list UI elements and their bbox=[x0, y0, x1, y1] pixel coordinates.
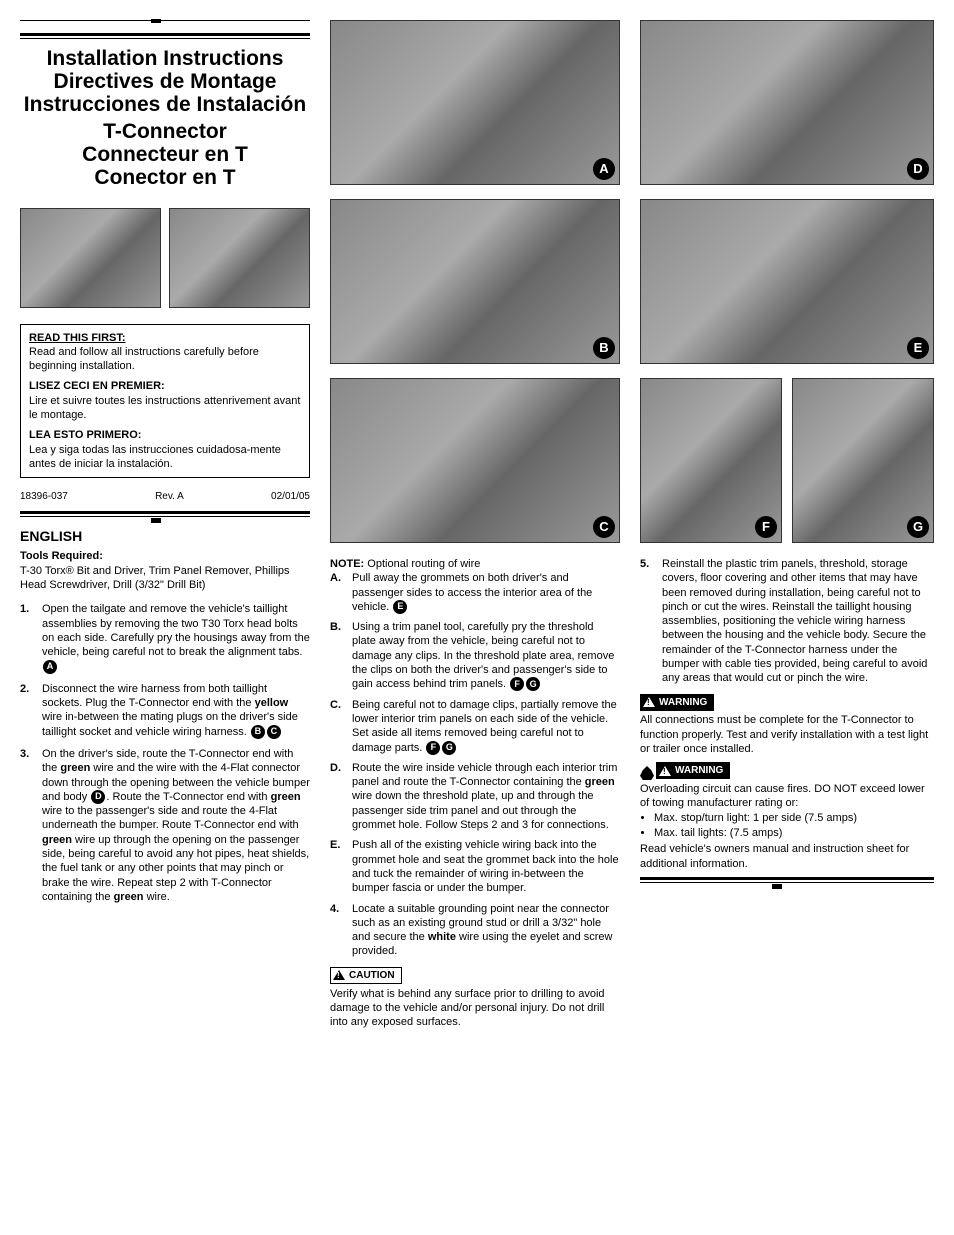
date: 02/01/05 bbox=[271, 490, 310, 503]
photo-f: F bbox=[640, 378, 782, 543]
substep-e: E.Push all of the existing vehicle wirin… bbox=[330, 838, 620, 895]
warning-2-text1: Overloading circuit can cause fires. DO … bbox=[640, 782, 934, 811]
ref-g-icon: G bbox=[526, 677, 540, 691]
steps-1-3: Open the tailgate and remove the vehicle… bbox=[20, 602, 310, 904]
photo-g-label: G bbox=[907, 516, 929, 538]
note-line: NOTE: Optional routing of wire bbox=[330, 557, 620, 571]
revision: Rev. A bbox=[155, 490, 184, 503]
english-heading: ENGLISH bbox=[20, 527, 310, 545]
read-en-heading: READ THIS FIRST: bbox=[29, 332, 126, 344]
tools-required: Tools Required: T-30 Torx® Bit and Drive… bbox=[20, 549, 310, 592]
ref-f2-icon: F bbox=[426, 741, 440, 755]
vehicle-rear-open-photo bbox=[169, 208, 310, 308]
warning-2: WARNING Overloading circuit can cause fi… bbox=[640, 762, 934, 871]
step-1: Open the tailgate and remove the vehicle… bbox=[20, 602, 310, 673]
step-5-item: Reinstall the plastic trim panels, thres… bbox=[640, 557, 934, 686]
warning-2-text2: Read vehicle's owners manual and instruc… bbox=[640, 842, 934, 871]
substep-d: D.Route the wire inside vehicle through … bbox=[330, 761, 620, 832]
step-3: On the driver's side, route the T-Connec… bbox=[20, 747, 310, 904]
warning-1: WARNING All connections must be complete… bbox=[640, 694, 934, 757]
photo-g: G bbox=[792, 378, 934, 543]
top-rule bbox=[20, 20, 310, 21]
vehicle-rear-closed-photo bbox=[20, 208, 161, 308]
meta-row: 18396-037 Rev. A 02/01/05 bbox=[20, 488, 310, 505]
substep-a: A.Pull away the grommets on both driver'… bbox=[330, 571, 620, 614]
tools-label: Tools Required: bbox=[20, 550, 103, 562]
read-fr-text: Lire et suivre toutes les instructions a… bbox=[29, 395, 300, 421]
warning-1-text: All connections must be complete for the… bbox=[640, 713, 934, 756]
caution-box: CAUTION Verify what is behind any surfac… bbox=[330, 967, 620, 1030]
ref-b-icon: B bbox=[251, 725, 265, 739]
photo-d: D bbox=[640, 20, 934, 185]
warning-2-b2: Max. tail lights: (7.5 amps) bbox=[654, 826, 934, 840]
double-rule-bottom bbox=[20, 511, 310, 517]
part-number: 18396-037 bbox=[20, 490, 68, 503]
photo-e: E bbox=[640, 199, 934, 364]
photo-b-label: B bbox=[593, 337, 615, 359]
tools-list: T-30 Torx® Bit and Driver, Trim Panel Re… bbox=[20, 565, 290, 591]
ref-a-icon: A bbox=[43, 660, 57, 674]
ref-g2-icon: G bbox=[442, 741, 456, 755]
photo-a: A bbox=[330, 20, 620, 185]
read-es-text: Lea y siga todas las instrucciones cuida… bbox=[29, 444, 281, 470]
ref-f-icon: F bbox=[510, 677, 524, 691]
caution-banner: CAUTION bbox=[330, 967, 402, 984]
ref-d-icon: D bbox=[91, 790, 105, 804]
warning-2-bullets: Max. stop/turn light: 1 per side (7.5 am… bbox=[640, 811, 934, 841]
substep-b: B.Using a trim panel tool, carefully pry… bbox=[330, 620, 620, 691]
photo-a-label: A bbox=[593, 158, 615, 180]
end-double-rule bbox=[640, 877, 934, 883]
ref-c-icon: C bbox=[267, 725, 281, 739]
step-5: Reinstall the plastic trim panels, thres… bbox=[640, 557, 934, 686]
warning-triangle-icon bbox=[643, 697, 655, 707]
caution-text: Verify what is behind any surface prior … bbox=[330, 987, 620, 1030]
read-first-box: READ THIS FIRST: Read and follow all ins… bbox=[20, 324, 310, 479]
step-2: Disconnect the wire harness from both ta… bbox=[20, 682, 310, 739]
photo-e-label: E bbox=[907, 337, 929, 359]
double-rule-top bbox=[20, 33, 310, 39]
warning-2-banner: WARNING bbox=[656, 762, 730, 779]
read-es-heading: LEA ESTO PRIMERO: bbox=[29, 429, 141, 441]
step-4: Locate a suitable grounding point near t… bbox=[330, 902, 620, 959]
vehicle-photos bbox=[20, 208, 310, 308]
substep-c: C.Being careful not to damage clips, par… bbox=[330, 698, 620, 755]
photo-b: B bbox=[330, 199, 620, 364]
main-title: Installation Instructions Directives de … bbox=[20, 47, 310, 116]
warning-triangle-icon bbox=[333, 970, 345, 980]
photo-c-label: C bbox=[593, 516, 615, 538]
warning-1-banner: WARNING bbox=[640, 694, 714, 711]
subtitle: T-Connector Connecteur en T Conector en … bbox=[20, 120, 310, 189]
read-fr-heading: LISEZ CECI EN PREMIER: bbox=[29, 380, 165, 392]
photo-c: C bbox=[330, 378, 620, 543]
photo-d-label: D bbox=[907, 158, 929, 180]
warning-2-b1: Max. stop/turn light: 1 per side (7.5 am… bbox=[654, 811, 934, 825]
read-en-text: Read and follow all instructions careful… bbox=[29, 346, 259, 372]
ref-e-icon: E bbox=[393, 600, 407, 614]
flame-icon bbox=[640, 766, 654, 780]
warning-triangle-icon bbox=[659, 766, 671, 776]
note-substeps: A.Pull away the grommets on both driver'… bbox=[330, 571, 620, 895]
step-4-item: Locate a suitable grounding point near t… bbox=[330, 902, 620, 959]
photo-f-label: F bbox=[755, 516, 777, 538]
